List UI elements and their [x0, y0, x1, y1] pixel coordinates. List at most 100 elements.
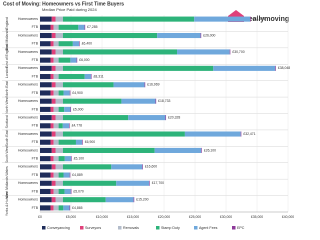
y-tick-label: FTB	[32, 107, 39, 111]
data-label: £18,733	[158, 99, 170, 103]
bar-segment	[50, 172, 54, 178]
bar-segment	[55, 197, 63, 203]
data-label: £4,889	[72, 173, 82, 177]
bar-segment	[51, 82, 56, 88]
region-label: Yorks & Humber	[5, 191, 9, 216]
bar-segment	[53, 205, 59, 211]
bar-segment	[51, 98, 56, 104]
data-label: £26,000	[203, 33, 215, 37]
bar-segment	[40, 180, 52, 186]
bar-segment	[50, 41, 54, 47]
bar-segment	[240, 131, 242, 137]
x-tick-label: £20,000	[158, 215, 170, 219]
y-tick-label: FTB	[32, 189, 39, 193]
legend-label: Agent Fees	[199, 226, 218, 230]
bar-segment	[229, 49, 231, 55]
bar-segment	[128, 115, 166, 121]
bar-segment	[53, 106, 59, 112]
bar-segment	[82, 139, 83, 145]
bar-segment	[55, 16, 63, 22]
legend-swatch	[80, 226, 84, 230]
bar-segment	[69, 123, 70, 129]
chart-subtitle: Median Price Paid during 2024	[42, 7, 97, 12]
y-tick-label: FTB	[32, 42, 39, 46]
bar-segment	[62, 65, 214, 71]
y-tick-label: Homeowners	[18, 99, 38, 103]
legend-label: Surveyors	[85, 226, 101, 230]
data-label: £33,974	[253, 17, 265, 21]
bar-segment	[58, 106, 65, 112]
y-tick-label: Homeowners	[18, 132, 38, 136]
legend-label: Conveyancing	[47, 226, 70, 230]
bar-segment	[142, 164, 143, 170]
bar-segment	[51, 197, 56, 203]
bar-segment	[70, 188, 72, 195]
bar-segment	[62, 123, 70, 129]
region-label: North West	[5, 97, 9, 114]
y-tick-label: Homeowners	[18, 17, 38, 21]
legend-label: Stamp Duty	[161, 226, 180, 230]
bar-segment	[40, 24, 51, 30]
bar-segment	[55, 115, 63, 121]
bar-segment	[149, 180, 150, 186]
bar-segment	[40, 82, 52, 88]
y-tick-label: FTB	[32, 124, 39, 128]
bar-segment	[62, 82, 114, 88]
bar-segment	[58, 156, 65, 162]
data-label: £26,100	[204, 148, 216, 152]
bar-segment	[51, 115, 56, 121]
x-tick-label: £5,000	[66, 215, 76, 219]
bar-segment	[58, 172, 64, 178]
x-tick-label: £0	[38, 215, 42, 219]
bar-segment	[70, 57, 77, 63]
bar-segment	[53, 172, 59, 178]
bar-segment	[177, 49, 230, 55]
bar-segment	[40, 90, 51, 96]
y-tick-label: Homeowners	[18, 115, 38, 119]
bar-segment	[40, 57, 51, 63]
bar-segment	[40, 106, 51, 112]
y-tick-label: FTB	[32, 140, 39, 144]
legend-swatch	[118, 226, 122, 230]
bar-segment	[250, 16, 251, 22]
bar-segment	[51, 164, 56, 170]
bar-segment	[55, 164, 63, 170]
legend-label: Removals	[123, 226, 139, 230]
bar-segment	[40, 139, 51, 145]
bar-segment	[55, 98, 63, 104]
bar-segment	[40, 41, 51, 47]
data-label: £16,600	[145, 165, 157, 169]
bar-segment	[165, 115, 167, 121]
bar-segment	[111, 164, 143, 170]
bar-segment	[50, 123, 54, 129]
bar-segment	[53, 41, 59, 47]
data-label: £5,100	[74, 157, 84, 161]
bar-segment	[62, 147, 155, 153]
bar-segment	[51, 32, 56, 39]
bar-segment	[78, 24, 85, 30]
chart: Cost of Moving: Homeowners vs First Time…	[2, 1, 294, 230]
region-label: East of England	[5, 44, 9, 68]
bar-segment	[51, 131, 56, 137]
bar-segment	[62, 180, 117, 186]
bar-segment	[58, 57, 71, 63]
chart-title: Cost of Moving: Homeowners vs First Time…	[3, 1, 124, 7]
bar-segment	[58, 123, 63, 129]
bar-segment	[201, 147, 202, 153]
bar-segment	[75, 139, 83, 145]
bar-segment	[53, 123, 59, 129]
bar-segment	[90, 74, 92, 80]
bar-segment	[40, 16, 52, 22]
region-label: South West	[5, 146, 9, 164]
bar-segment	[133, 197, 135, 203]
bar-segment	[105, 197, 134, 203]
bar-segment	[51, 180, 56, 186]
y-tick-label: FTB	[32, 58, 39, 62]
bar-segment	[58, 90, 64, 96]
bar-segment	[40, 172, 51, 178]
region-label: North East	[5, 81, 9, 97]
bar-segment	[40, 115, 52, 121]
x-tick-label: £35,000	[251, 215, 263, 219]
bar-segment	[53, 57, 59, 63]
bar-segment	[51, 65, 56, 71]
